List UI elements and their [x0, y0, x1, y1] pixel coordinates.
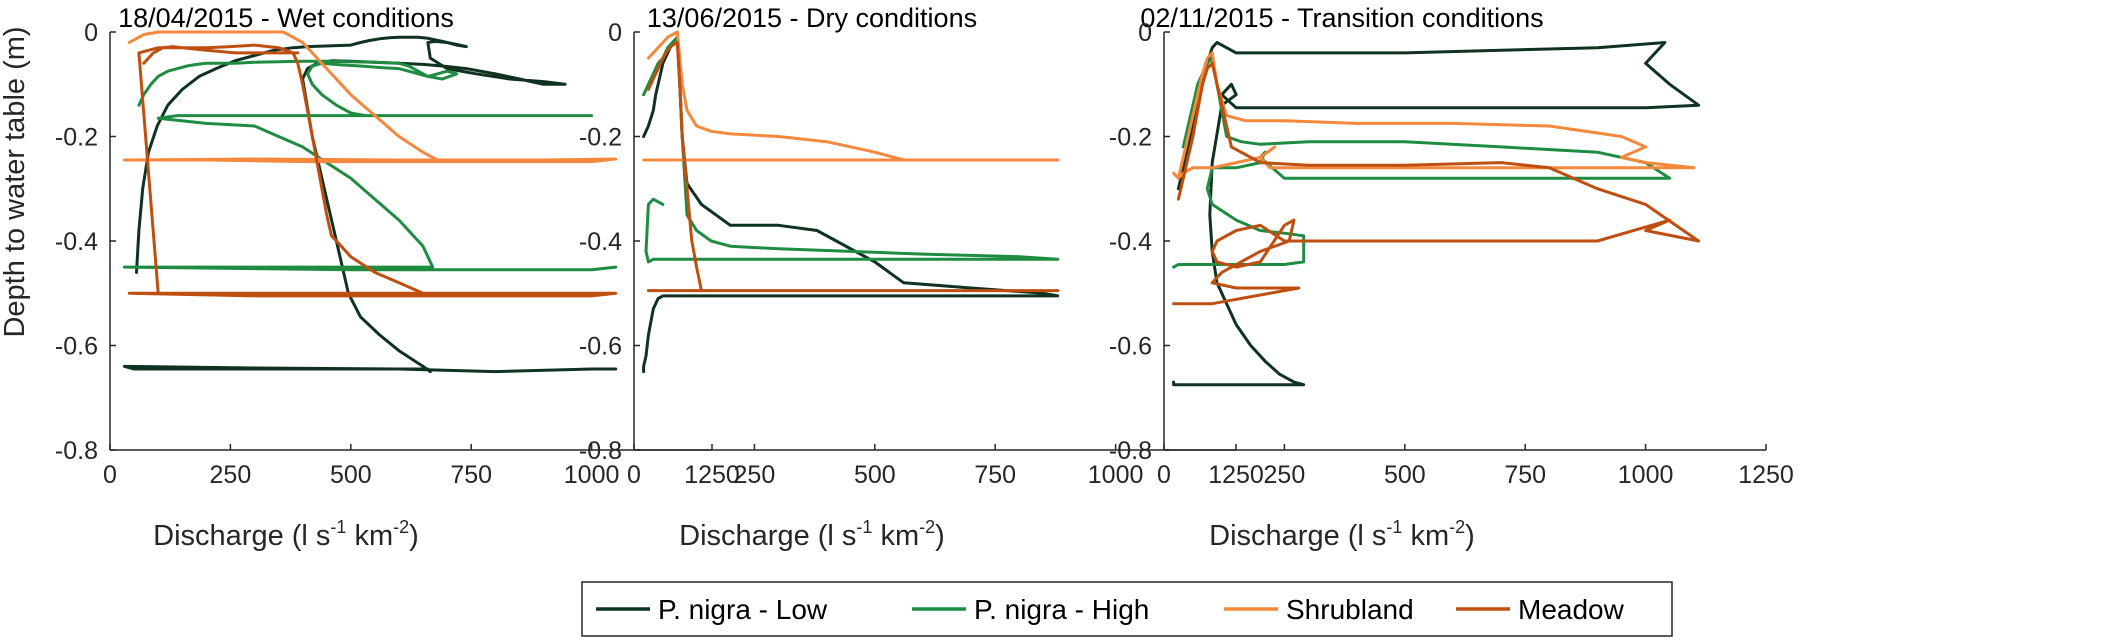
- x-tick-label: 500: [1384, 461, 1426, 489]
- series-line-p-nigra-low: [122, 35, 618, 374]
- x-tick-label: 250: [210, 461, 252, 489]
- x-tick-label: 500: [854, 461, 896, 489]
- panel-transition-conditions: 02/11/2015 - Transition conditions 0 250 5…: [1109, 3, 1794, 552]
- x-axis-label-sup: -1: [1386, 517, 1402, 537]
- x-tick-label: 1000: [1618, 461, 1674, 489]
- y-tick-label: -0.6: [579, 333, 622, 361]
- x-axis-label-sup: -2: [1449, 517, 1465, 537]
- x-axis-label-part: ): [1465, 520, 1475, 552]
- y-tick-label: 0: [1138, 19, 1152, 47]
- x-tick-label: 0: [103, 461, 117, 489]
- plot-area: [109, 30, 713, 451]
- y-tick-label: 0: [84, 19, 98, 47]
- x-axis-label: Discharge (l s-1 km-2): [679, 517, 945, 552]
- legend-entry-p-nigra-low: P. nigra - Low: [596, 594, 828, 625]
- x-tick-label: 0: [1157, 461, 1171, 489]
- x-tick-label: 750: [450, 461, 492, 489]
- x-tick-label: 750: [974, 461, 1016, 489]
- x-axis-label-part: Discharge (l s: [153, 520, 330, 552]
- x-axis-label-sup: -1: [330, 517, 346, 537]
- series-line-meadow: [1172, 61, 1701, 306]
- series-line-p-nigra-high: [642, 35, 1060, 264]
- panel-title: 13/06/2015 - Dry conditions: [647, 3, 977, 33]
- x-axis-label-part: km: [346, 520, 393, 552]
- series-line-p-nigra-high: [1172, 56, 1672, 269]
- plot-area: [1163, 31, 1767, 451]
- x-axis-label: Discharge (l s-1 km-2): [1209, 517, 1475, 552]
- panel-title: 02/11/2015 - Transition conditions: [1140, 3, 1543, 33]
- series-line-meadow: [127, 43, 618, 298]
- plot-area: [633, 30, 1237, 451]
- series-line-p-nigra-low: [642, 35, 1060, 374]
- series-line-p-nigra-low: [1172, 41, 1701, 387]
- y-tick-label: -0.2: [579, 124, 622, 152]
- x-tick-label: 500: [330, 461, 372, 489]
- tick-labels: 0 250 500 750 1000 1250 0 -0.2 -0.4 -0.6 -0.8: [1109, 19, 1794, 489]
- y-tick-label: -0.2: [1109, 124, 1152, 152]
- legend-label: Meadow: [1518, 594, 1625, 625]
- tick-labels: 0 250 500 750 1000 1250 0 -0.2 -0.4 -0.6 -0.8: [55, 19, 740, 489]
- x-axis-label-sup: -2: [393, 517, 409, 537]
- x-axis-label-sup: -2: [919, 517, 935, 537]
- legend-entry-meadow: Meadow: [1456, 594, 1625, 625]
- x-axis-label: Discharge (l s-1 km-2): [153, 517, 419, 552]
- x-tick-label: 1250: [684, 461, 740, 489]
- panel-title: 18/04/2015 - Wet conditions: [118, 3, 454, 33]
- x-tick-label: 1000: [564, 461, 620, 489]
- y-tick-label: -0.2: [55, 124, 98, 152]
- x-tick-label: 0: [627, 461, 641, 489]
- series-line-shrubland: [122, 30, 618, 164]
- y-tick-label: -0.6: [1109, 333, 1152, 361]
- series-line-shrubland: [642, 30, 1060, 162]
- y-tick-label: -0.8: [579, 437, 622, 465]
- x-axis-label-part: Discharge (l s: [1209, 520, 1386, 552]
- legend-label: Shrubland: [1286, 594, 1414, 625]
- x-axis-label-part: ): [935, 520, 945, 552]
- y-tick-label: -0.4: [579, 228, 622, 256]
- legend: P. nigra - Low P. nigra - High Shrubland…: [581, 581, 1673, 637]
- x-tick-label: 750: [1504, 461, 1546, 489]
- series-line-meadow: [646, 41, 1060, 293]
- x-tick-label: 250: [734, 461, 776, 489]
- x-axis-label-part: km: [872, 520, 919, 552]
- legend-entry-p-nigra-high: P. nigra - High: [912, 594, 1149, 625]
- y-tick-label: -0.4: [1109, 228, 1152, 256]
- panel-wet-conditions: 18/04/2015 - Wet conditions 0 250 500 750 10…: [0, 3, 740, 552]
- x-tick-label: 1250: [1208, 461, 1264, 489]
- x-axis-label-part: km: [1402, 520, 1449, 552]
- y-axis-label: Depth to water table (m): [0, 26, 31, 337]
- y-tick-label: -0.8: [55, 437, 98, 465]
- y-tick-label: -0.6: [55, 333, 98, 361]
- x-tick-label: 1000: [1088, 461, 1144, 489]
- series-line-p-nigra-high: [122, 59, 618, 272]
- y-tick-label: 0: [608, 19, 622, 47]
- x-axis-label-part: ): [409, 520, 419, 552]
- y-tick-label: -0.4: [55, 228, 98, 256]
- panel-dry-conditions: 13/06/2015 - Dry conditions 0 250 500 750 10…: [579, 3, 1264, 552]
- x-tick-label: 250: [1264, 461, 1306, 489]
- tick-labels: 0 250 500 750 1000 1250 0 -0.2 -0.4 -0.6 -0.8: [579, 19, 1264, 489]
- legend-entry-shrubland: Shrubland: [1224, 594, 1414, 625]
- x-axis-label-sup: -1: [856, 517, 872, 537]
- x-axis-label-part: Discharge (l s: [679, 520, 856, 552]
- legend-label: P. nigra - Low: [658, 594, 828, 625]
- legend-label: P. nigra - High: [974, 594, 1149, 625]
- y-tick-label: -0.8: [1109, 437, 1152, 465]
- x-tick-label: 1250: [1738, 461, 1794, 489]
- series-line-shrubland: [1172, 51, 1696, 180]
